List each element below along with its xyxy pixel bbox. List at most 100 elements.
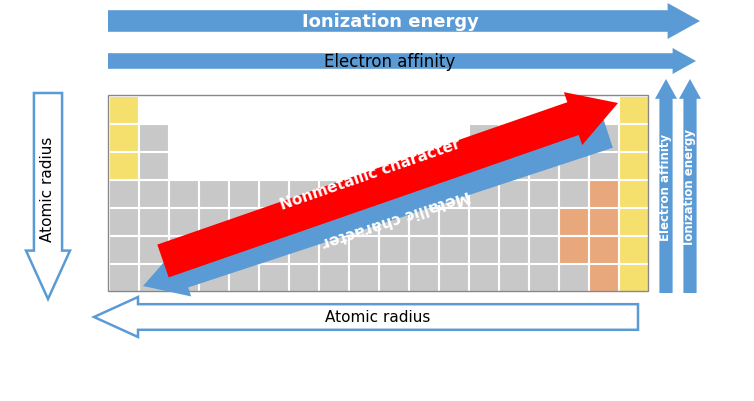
Bar	[439, 264, 467, 291]
Bar	[109, 96, 137, 123]
Bar	[348, 264, 378, 291]
Polygon shape	[143, 119, 613, 297]
Bar	[289, 180, 317, 207]
Polygon shape	[655, 80, 677, 293]
Polygon shape	[94, 297, 638, 337]
Bar	[618, 124, 648, 151]
Bar	[409, 180, 437, 207]
Bar	[228, 236, 258, 263]
Bar	[498, 124, 528, 151]
Polygon shape	[679, 80, 701, 293]
Bar	[259, 180, 287, 207]
Bar	[139, 124, 167, 151]
Bar	[498, 236, 528, 263]
Bar	[409, 264, 437, 291]
Bar	[498, 208, 528, 235]
Bar	[379, 264, 407, 291]
Bar	[529, 264, 557, 291]
Bar	[589, 180, 618, 207]
Bar	[559, 180, 587, 207]
Bar	[109, 124, 137, 151]
Text: Atomic radius: Atomic radius	[41, 136, 56, 241]
Bar	[498, 180, 528, 207]
Bar	[618, 96, 648, 123]
Bar	[439, 208, 467, 235]
Text: Ionization energy: Ionization energy	[683, 129, 697, 244]
Text: Atomic radius: Atomic radius	[325, 310, 431, 325]
Bar	[289, 236, 317, 263]
Bar	[468, 236, 498, 263]
Bar	[589, 208, 618, 235]
Text: Electron affinity: Electron affinity	[660, 133, 673, 240]
Bar	[318, 236, 348, 263]
Bar	[559, 208, 587, 235]
Bar	[468, 180, 498, 207]
Bar	[139, 236, 167, 263]
Bar	[618, 208, 648, 235]
Bar	[198, 208, 228, 235]
Bar	[439, 236, 467, 263]
Bar	[379, 236, 407, 263]
Bar	[198, 180, 228, 207]
Bar	[168, 264, 198, 291]
Bar	[348, 180, 378, 207]
Polygon shape	[108, 4, 700, 40]
Bar	[409, 236, 437, 263]
Bar	[559, 152, 587, 179]
Bar	[168, 208, 198, 235]
Bar	[318, 264, 348, 291]
Bar	[109, 152, 137, 179]
Bar	[468, 264, 498, 291]
Bar	[559, 264, 587, 291]
Bar	[109, 236, 137, 263]
Bar	[108, 96, 648, 291]
Bar	[559, 236, 587, 263]
Bar	[589, 236, 618, 263]
Bar	[198, 236, 228, 263]
Bar	[618, 236, 648, 263]
Bar	[139, 152, 167, 179]
Bar	[468, 208, 498, 235]
Bar	[498, 152, 528, 179]
Bar	[289, 264, 317, 291]
Bar	[589, 264, 618, 291]
Bar	[259, 236, 287, 263]
Bar	[109, 208, 137, 235]
Bar	[348, 208, 378, 235]
Bar	[289, 208, 317, 235]
Bar	[168, 236, 198, 263]
Bar	[139, 208, 167, 235]
Bar	[529, 180, 557, 207]
Bar	[168, 180, 198, 207]
Bar	[379, 208, 407, 235]
Polygon shape	[158, 93, 618, 278]
Bar	[379, 180, 407, 207]
Bar	[529, 124, 557, 151]
Bar	[228, 180, 258, 207]
Bar	[618, 180, 648, 207]
Polygon shape	[26, 94, 70, 299]
Text: Metallic character: Metallic character	[320, 186, 471, 249]
Bar	[198, 264, 228, 291]
Bar	[318, 208, 348, 235]
Polygon shape	[108, 49, 696, 75]
Text: Nonmetallic character: Nonmetallic character	[278, 136, 463, 213]
Bar	[468, 152, 498, 179]
Bar	[139, 264, 167, 291]
Bar	[468, 124, 498, 151]
Bar	[109, 264, 137, 291]
Bar	[139, 180, 167, 207]
Bar	[439, 180, 467, 207]
Bar	[559, 124, 587, 151]
Bar	[409, 208, 437, 235]
Bar	[618, 152, 648, 179]
Bar	[348, 236, 378, 263]
Bar	[109, 180, 137, 207]
Text: Electron affinity: Electron affinity	[324, 53, 455, 71]
Bar	[259, 208, 287, 235]
Bar	[318, 180, 348, 207]
Bar	[529, 236, 557, 263]
Bar	[618, 264, 648, 291]
Bar	[529, 152, 557, 179]
Bar	[228, 208, 258, 235]
